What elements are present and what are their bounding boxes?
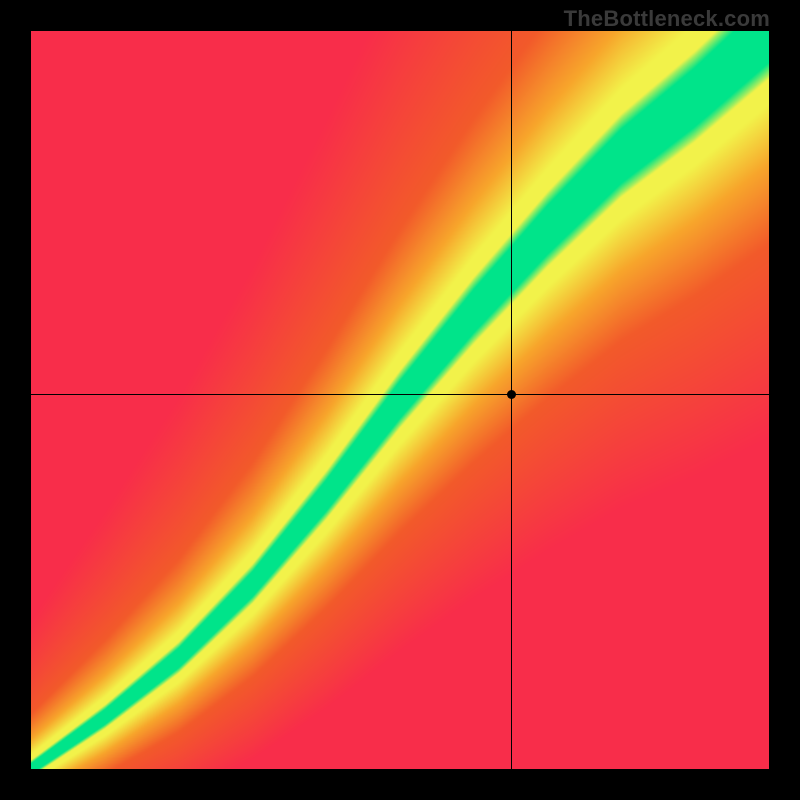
- plot-area: [31, 31, 769, 769]
- heatmap-canvas: [31, 31, 769, 769]
- crosshair-marker: [507, 390, 516, 399]
- watermark-text: TheBottleneck.com: [564, 6, 770, 32]
- crosshair-vertical: [511, 31, 512, 769]
- crosshair-horizontal: [31, 394, 769, 395]
